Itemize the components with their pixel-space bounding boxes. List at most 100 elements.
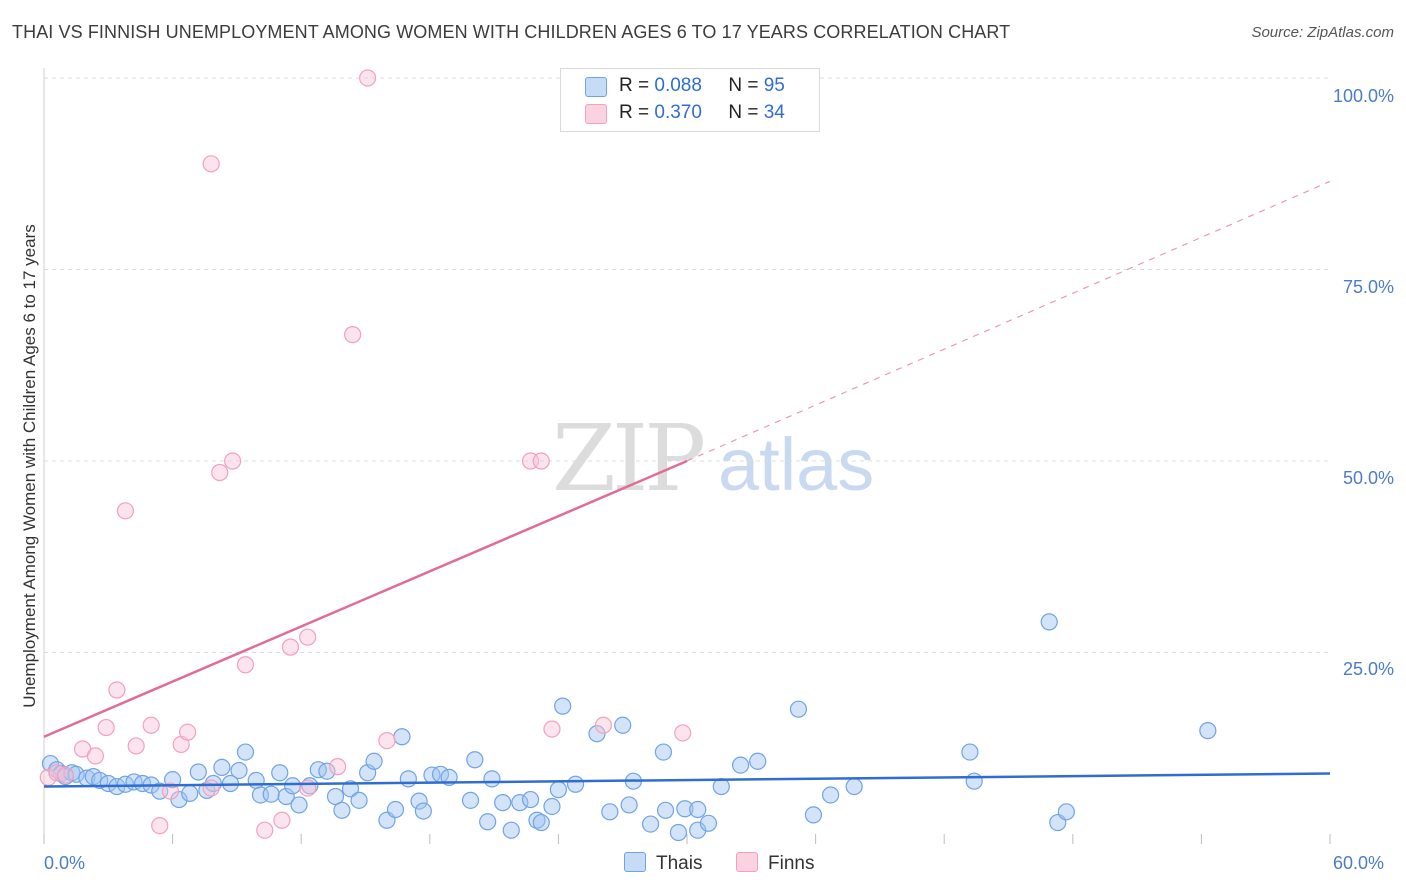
finn-point [236, 656, 255, 674]
watermark-zip: ZIP [552, 405, 706, 512]
finn-point [86, 747, 105, 765]
finn-point [151, 817, 169, 835]
thai-point [341, 780, 360, 798]
thai-point [549, 781, 568, 799]
finn-point [108, 681, 126, 699]
thai-point [301, 777, 319, 795]
thai-point [41, 754, 60, 773]
thai-point [804, 806, 823, 824]
finn-point [224, 452, 242, 470]
thai-point [689, 821, 707, 839]
y-tick-75: 75.0% [1342, 277, 1394, 297]
finn-point [344, 326, 362, 344]
thai-point [731, 756, 750, 774]
finn-point [161, 782, 180, 800]
thai-point [236, 743, 255, 761]
thais-r-value: 0.088 [654, 75, 702, 96]
thai-point [133, 774, 152, 793]
thai-point [620, 796, 638, 814]
finn-point [378, 731, 396, 750]
finn-point [532, 452, 550, 470]
finn-point [674, 724, 692, 742]
thai-point [277, 787, 295, 806]
thai-point [213, 758, 231, 777]
finn-point [299, 779, 317, 797]
finn-point [202, 779, 220, 797]
chart-title: THAI VS FINNISH UNEMPLOYMENT AMONG WOMEN… [12, 22, 1011, 42]
finns-r-label: R = [619, 102, 650, 123]
thai-point [676, 800, 694, 818]
thai-point [641, 815, 660, 833]
finn-point [329, 758, 347, 776]
thai-point [318, 762, 336, 780]
thai-point [483, 770, 501, 788]
thai-point [494, 794, 512, 812]
finns-n-value: 34 [763, 102, 785, 123]
finn-point [127, 737, 145, 755]
thais-n-value: 95 [763, 75, 785, 96]
finn-point [256, 821, 274, 839]
thai-point [614, 716, 632, 734]
thai-point [654, 743, 673, 761]
thai-point [511, 794, 529, 812]
x-tick-60: 60.0% [1333, 853, 1385, 873]
finn-point [594, 716, 613, 734]
thai-point [789, 700, 808, 718]
finn-point [299, 628, 317, 646]
bottom-thais-swatch [624, 852, 646, 872]
thai-point [365, 752, 383, 770]
thais-swatch [585, 77, 607, 97]
thai-point [326, 787, 345, 806]
thai-point [271, 764, 289, 782]
correlation-legend: R = 0.088 N = 95 R = 0.370 N = 34 [560, 68, 820, 132]
finns-n-label: N = [728, 102, 759, 123]
thai-point [350, 791, 368, 809]
y-tick-100: 100.0% [1332, 86, 1394, 106]
thai-point [414, 802, 432, 820]
thai-point [521, 790, 540, 809]
thai-point [566, 775, 585, 793]
thai-point [502, 821, 520, 839]
finn-point [56, 766, 75, 784]
thai-point [410, 792, 428, 810]
thai-point [189, 763, 207, 781]
thai-point [689, 800, 707, 819]
finn-point [202, 155, 220, 173]
thai-point [656, 801, 675, 819]
thai-point [333, 801, 351, 819]
thai-point [284, 777, 302, 795]
thai-point [1057, 803, 1075, 821]
y-tick-25: 25.0% [1342, 659, 1394, 679]
thai-point [845, 777, 863, 796]
thai-point [309, 761, 327, 779]
source-label: Source: ZipAtlas.com [1251, 24, 1394, 41]
thai-point [699, 814, 718, 832]
bottom-legend-finns: Finns [736, 852, 814, 875]
thai-point [393, 728, 411, 746]
thai-point [822, 786, 840, 804]
thai-point [247, 771, 265, 790]
thai-point [181, 784, 199, 803]
thai-point [290, 796, 308, 814]
thais-stats: R = 0.088 N = 95 [619, 75, 785, 97]
y-tick-50: 50.0% [1342, 468, 1394, 488]
thai-point [961, 743, 979, 761]
thai-point [1199, 722, 1217, 740]
thai-point [749, 752, 767, 770]
thai-point [479, 813, 497, 831]
thai-point [466, 751, 484, 769]
finn-point [97, 718, 115, 737]
finn-trendline-extension [686, 180, 1331, 462]
thai-point [262, 785, 280, 803]
finns-r-value: 0.370 [654, 102, 702, 123]
finn-point [273, 811, 291, 829]
thai-trendline [43, 772, 1331, 788]
finn-point [179, 723, 197, 741]
y-axis-label: Unemployment Among Women with Children A… [20, 224, 39, 708]
x-tick-0: 0.0% [44, 853, 86, 873]
thai-point [965, 772, 983, 790]
bottom-legend-thais: Thais [624, 852, 702, 875]
finns-swatch [585, 104, 607, 124]
thai-point [601, 803, 619, 821]
